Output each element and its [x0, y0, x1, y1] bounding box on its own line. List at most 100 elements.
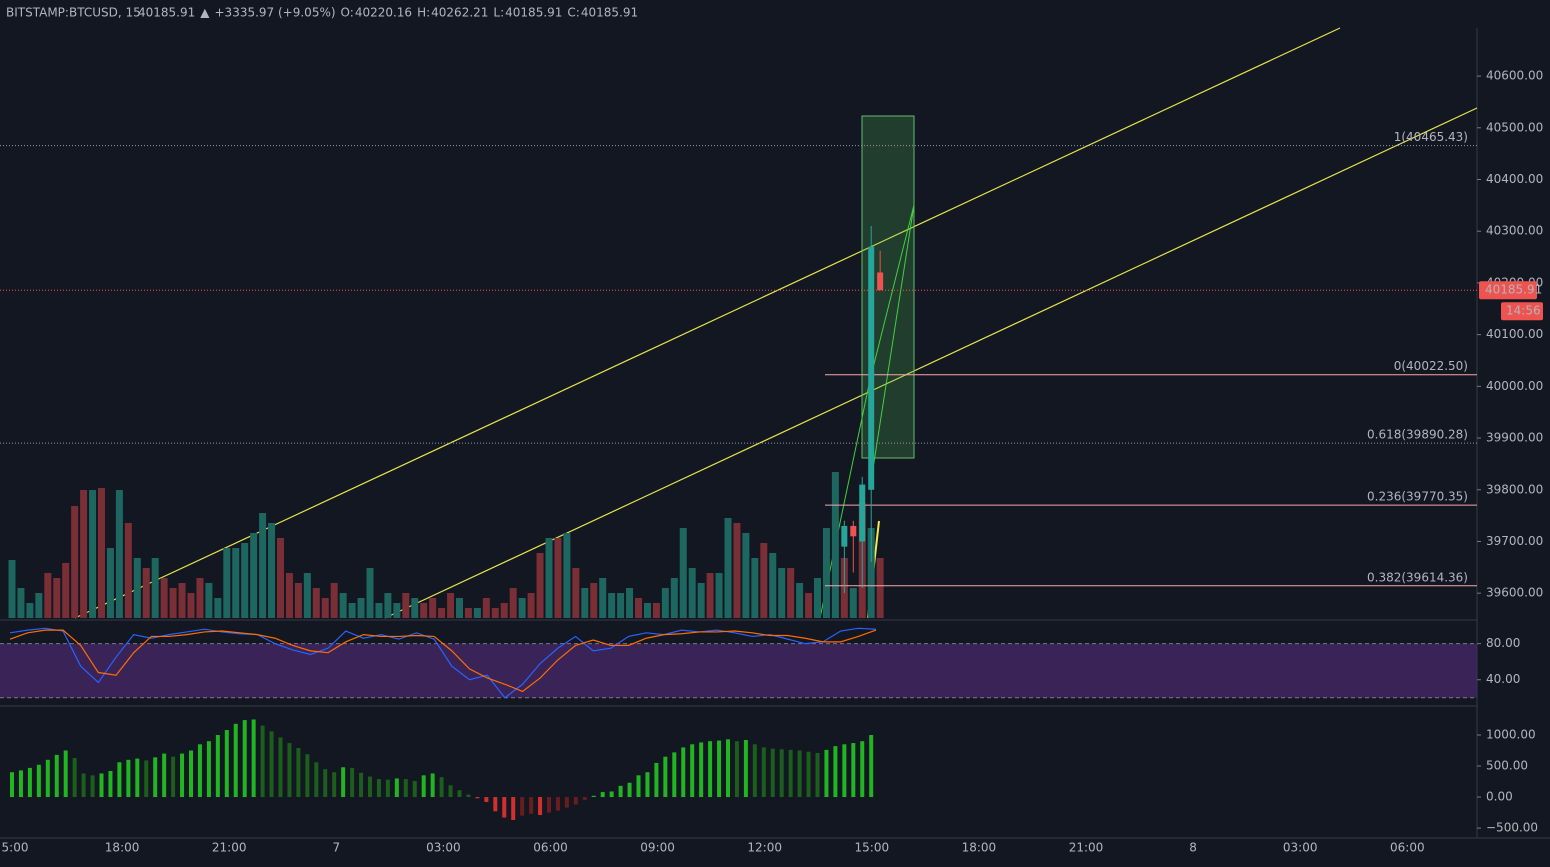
histogram-bar — [10, 772, 14, 798]
volume-bar — [142, 568, 150, 618]
histogram-bar — [493, 797, 498, 812]
header-h: 40262.21 — [431, 6, 488, 20]
histogram-bar — [341, 767, 346, 798]
volume-bar — [151, 558, 159, 618]
histogram-bar — [63, 750, 68, 798]
volume-bar — [617, 593, 625, 618]
volume-bar — [867, 528, 875, 618]
y-tick-label: 40400.00 — [1486, 172, 1543, 186]
histogram-bar — [529, 797, 534, 814]
histogram-bar — [251, 719, 256, 798]
last-price-label: 40185.91 — [1485, 283, 1542, 297]
volume-bar — [760, 543, 768, 618]
histogram-bar — [296, 748, 301, 798]
volume-bar — [187, 593, 195, 618]
histogram-bar — [797, 750, 802, 798]
y-tick-label: 40500.00 — [1486, 120, 1543, 134]
volume-bar — [724, 518, 732, 618]
header-h-label: H: — [417, 6, 430, 20]
volume-bar — [626, 588, 634, 618]
histogram-bar — [573, 797, 578, 805]
histogram-bar — [448, 785, 453, 798]
histogram-bar — [547, 797, 551, 813]
histogram-bar — [520, 797, 525, 816]
histogram-bar — [779, 749, 784, 798]
header-c-label: C: — [567, 6, 579, 20]
header-last: 40185.91 — [138, 6, 195, 20]
volume-bar — [778, 568, 786, 618]
volume-bar — [688, 568, 696, 618]
volume-bar — [393, 603, 401, 618]
volume-bar — [822, 528, 830, 618]
histogram-bar — [81, 773, 86, 798]
stoch-line — [9, 629, 877, 693]
histogram-bar — [591, 795, 596, 798]
volume-bar — [232, 548, 240, 618]
histogram-bar — [242, 720, 247, 798]
histogram-bar — [376, 779, 381, 798]
histogram-bar — [600, 792, 605, 798]
volume-bar — [527, 593, 535, 618]
y-tick-label: 40600.00 — [1486, 69, 1543, 83]
x-tick-label: 09:00 — [640, 841, 675, 855]
histogram-bar — [770, 748, 775, 798]
volume-bar — [80, 490, 88, 618]
volume-bar — [635, 598, 642, 618]
volume-bar — [285, 573, 293, 618]
volume-bar — [384, 593, 392, 618]
volume-bar — [733, 523, 741, 618]
y-tick-label: 0.00 — [1486, 790, 1513, 804]
volume-bar — [500, 603, 508, 618]
histogram-bar — [430, 773, 435, 798]
x-tick-label: 18:00 — [105, 841, 140, 855]
volume-bar — [509, 588, 517, 618]
y-tick-label: 80.00 — [1486, 636, 1520, 650]
volume-bar — [769, 553, 777, 618]
y-tick-label: 39600.00 — [1486, 586, 1543, 600]
histogram-bar — [126, 759, 131, 798]
histogram-bar — [421, 775, 426, 798]
histogram-bar — [726, 739, 730, 798]
volume-bar — [277, 538, 284, 618]
volume-bar — [715, 573, 723, 618]
volume-bar — [742, 533, 750, 618]
volume-bar — [805, 593, 813, 618]
volume-bar — [98, 488, 105, 618]
volume-bar — [124, 523, 132, 618]
histogram-bar — [761, 747, 766, 798]
volume-bar — [62, 563, 70, 618]
volume-bar — [348, 603, 356, 618]
histogram-bar — [412, 780, 417, 798]
histogram-bar — [717, 740, 722, 798]
volume-bar — [787, 568, 795, 618]
candle-body — [850, 525, 857, 537]
volume-bar — [250, 533, 258, 618]
volume-bar — [608, 593, 616, 618]
volume-bar — [402, 593, 410, 618]
volume-bar — [53, 578, 61, 618]
histogram-bar — [833, 746, 838, 798]
y-tick-label: 40000.00 — [1486, 379, 1543, 393]
volume-bar — [303, 573, 311, 618]
candle-body — [841, 525, 848, 547]
volume-bar — [375, 603, 383, 618]
histogram-bar — [842, 744, 847, 798]
histogram-bar — [72, 757, 77, 798]
histogram-bar — [180, 753, 185, 798]
volume-bar — [473, 608, 481, 618]
volume-bar — [178, 583, 186, 618]
volume-bar — [706, 573, 714, 618]
volume-bar — [268, 523, 276, 618]
volume-bar — [26, 603, 34, 618]
histogram-bar — [708, 741, 713, 798]
histogram-bar — [466, 794, 471, 798]
histogram-bar — [27, 767, 32, 798]
header-o-label: O: — [341, 6, 354, 20]
histogram-bar — [287, 743, 292, 798]
histogram-bar — [162, 753, 167, 798]
histogram-bar — [502, 797, 507, 818]
histogram-bar — [618, 785, 623, 798]
histogram-bar — [144, 760, 149, 798]
